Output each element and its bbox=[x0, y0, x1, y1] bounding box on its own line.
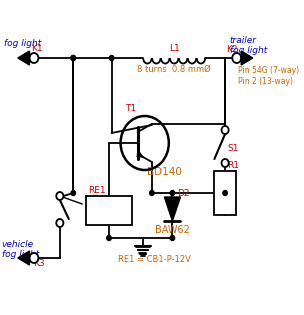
Polygon shape bbox=[18, 251, 29, 265]
Circle shape bbox=[232, 53, 241, 63]
Bar bbox=[214, 171, 236, 215]
Text: S1: S1 bbox=[228, 144, 239, 153]
Circle shape bbox=[223, 191, 227, 196]
Text: RE1 = CB1-P-12V: RE1 = CB1-P-12V bbox=[118, 255, 191, 264]
Circle shape bbox=[71, 55, 75, 60]
Text: L1: L1 bbox=[169, 44, 180, 53]
Circle shape bbox=[222, 159, 229, 167]
Circle shape bbox=[107, 236, 111, 240]
Circle shape bbox=[170, 236, 174, 240]
Text: RE1: RE1 bbox=[88, 186, 106, 195]
Text: 4k7: 4k7 bbox=[220, 182, 230, 204]
Circle shape bbox=[109, 55, 114, 60]
Text: T1: T1 bbox=[125, 104, 136, 113]
Circle shape bbox=[56, 192, 64, 200]
Text: R1: R1 bbox=[227, 161, 239, 170]
Circle shape bbox=[222, 126, 229, 134]
Circle shape bbox=[170, 191, 174, 196]
Circle shape bbox=[150, 191, 154, 196]
Text: vehicle
fog light: vehicle fog light bbox=[2, 240, 39, 259]
Text: K3: K3 bbox=[33, 259, 45, 268]
Text: D2: D2 bbox=[177, 189, 189, 198]
Bar bbox=[86, 196, 132, 225]
Polygon shape bbox=[18, 51, 29, 65]
Circle shape bbox=[71, 55, 75, 60]
Text: K2: K2 bbox=[226, 45, 237, 54]
Text: Pin 54G (7-way)
Pin 2 (13-way): Pin 54G (7-way) Pin 2 (13-way) bbox=[239, 66, 300, 86]
Polygon shape bbox=[241, 51, 253, 65]
Text: BAW62: BAW62 bbox=[155, 225, 190, 235]
Polygon shape bbox=[164, 197, 181, 221]
Text: trailer
fog light: trailer fog light bbox=[230, 36, 267, 55]
Text: BD140: BD140 bbox=[147, 167, 182, 177]
Text: 8 turns  0.8 mmØ: 8 turns 0.8 mmØ bbox=[137, 65, 211, 74]
Circle shape bbox=[71, 191, 75, 196]
Circle shape bbox=[56, 219, 64, 227]
Text: fog light: fog light bbox=[5, 39, 42, 48]
Circle shape bbox=[29, 253, 38, 263]
Circle shape bbox=[29, 53, 38, 63]
Text: K1: K1 bbox=[31, 44, 43, 53]
